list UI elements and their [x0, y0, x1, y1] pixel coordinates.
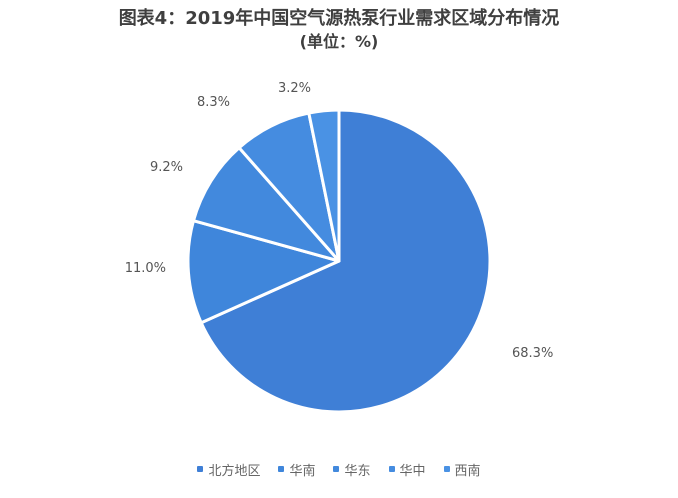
pie-slice-label-4: 8.3% [197, 95, 230, 110]
chart-legend: 北方地区 华南 华东 华中 西南 [0, 457, 678, 481]
legend-swatch-4 [388, 466, 395, 472]
pie-slice-1[interactable] [199, 108, 492, 414]
legend-item-2[interactable]: 华南 [278, 460, 315, 479]
legend-label-3: 华东 [344, 463, 371, 479]
legend-swatch-5 [443, 466, 450, 472]
chart-title: 图表4：2019年中国空气源热泵行业需求区域分布情况 [118, 8, 560, 29]
pie-slice-2[interactable] [186, 219, 341, 325]
legend-label-4: 华中 [399, 463, 426, 479]
pie-slice-5[interactable] [307, 108, 341, 263]
pie-slice-label-3: 9.2% [150, 160, 183, 175]
legend-label-2: 华南 [289, 463, 316, 479]
pie-slice-label-2: 11.0% [125, 261, 166, 276]
legend-swatch-3 [333, 466, 340, 472]
legend-item-1[interactable]: 北方地区 [197, 460, 260, 479]
legend-item-5[interactable]: 西南 [443, 460, 481, 479]
chart-subtitle: (单位：%) [299, 32, 379, 51]
pie-slice-3[interactable] [191, 146, 341, 263]
legend-swatch-2 [278, 466, 285, 472]
legend-swatch-1 [197, 466, 204, 472]
legend-label-1: 北方地区 [208, 463, 261, 479]
legend-item-3[interactable]: 华东 [333, 460, 371, 479]
pie-slice-label-1: 68.3% [512, 346, 553, 361]
legend-item-4[interactable]: 华中 [388, 460, 426, 479]
legend-label-5: 西南 [454, 463, 481, 479]
pie-slice-label-5: 3.2% [278, 81, 311, 96]
